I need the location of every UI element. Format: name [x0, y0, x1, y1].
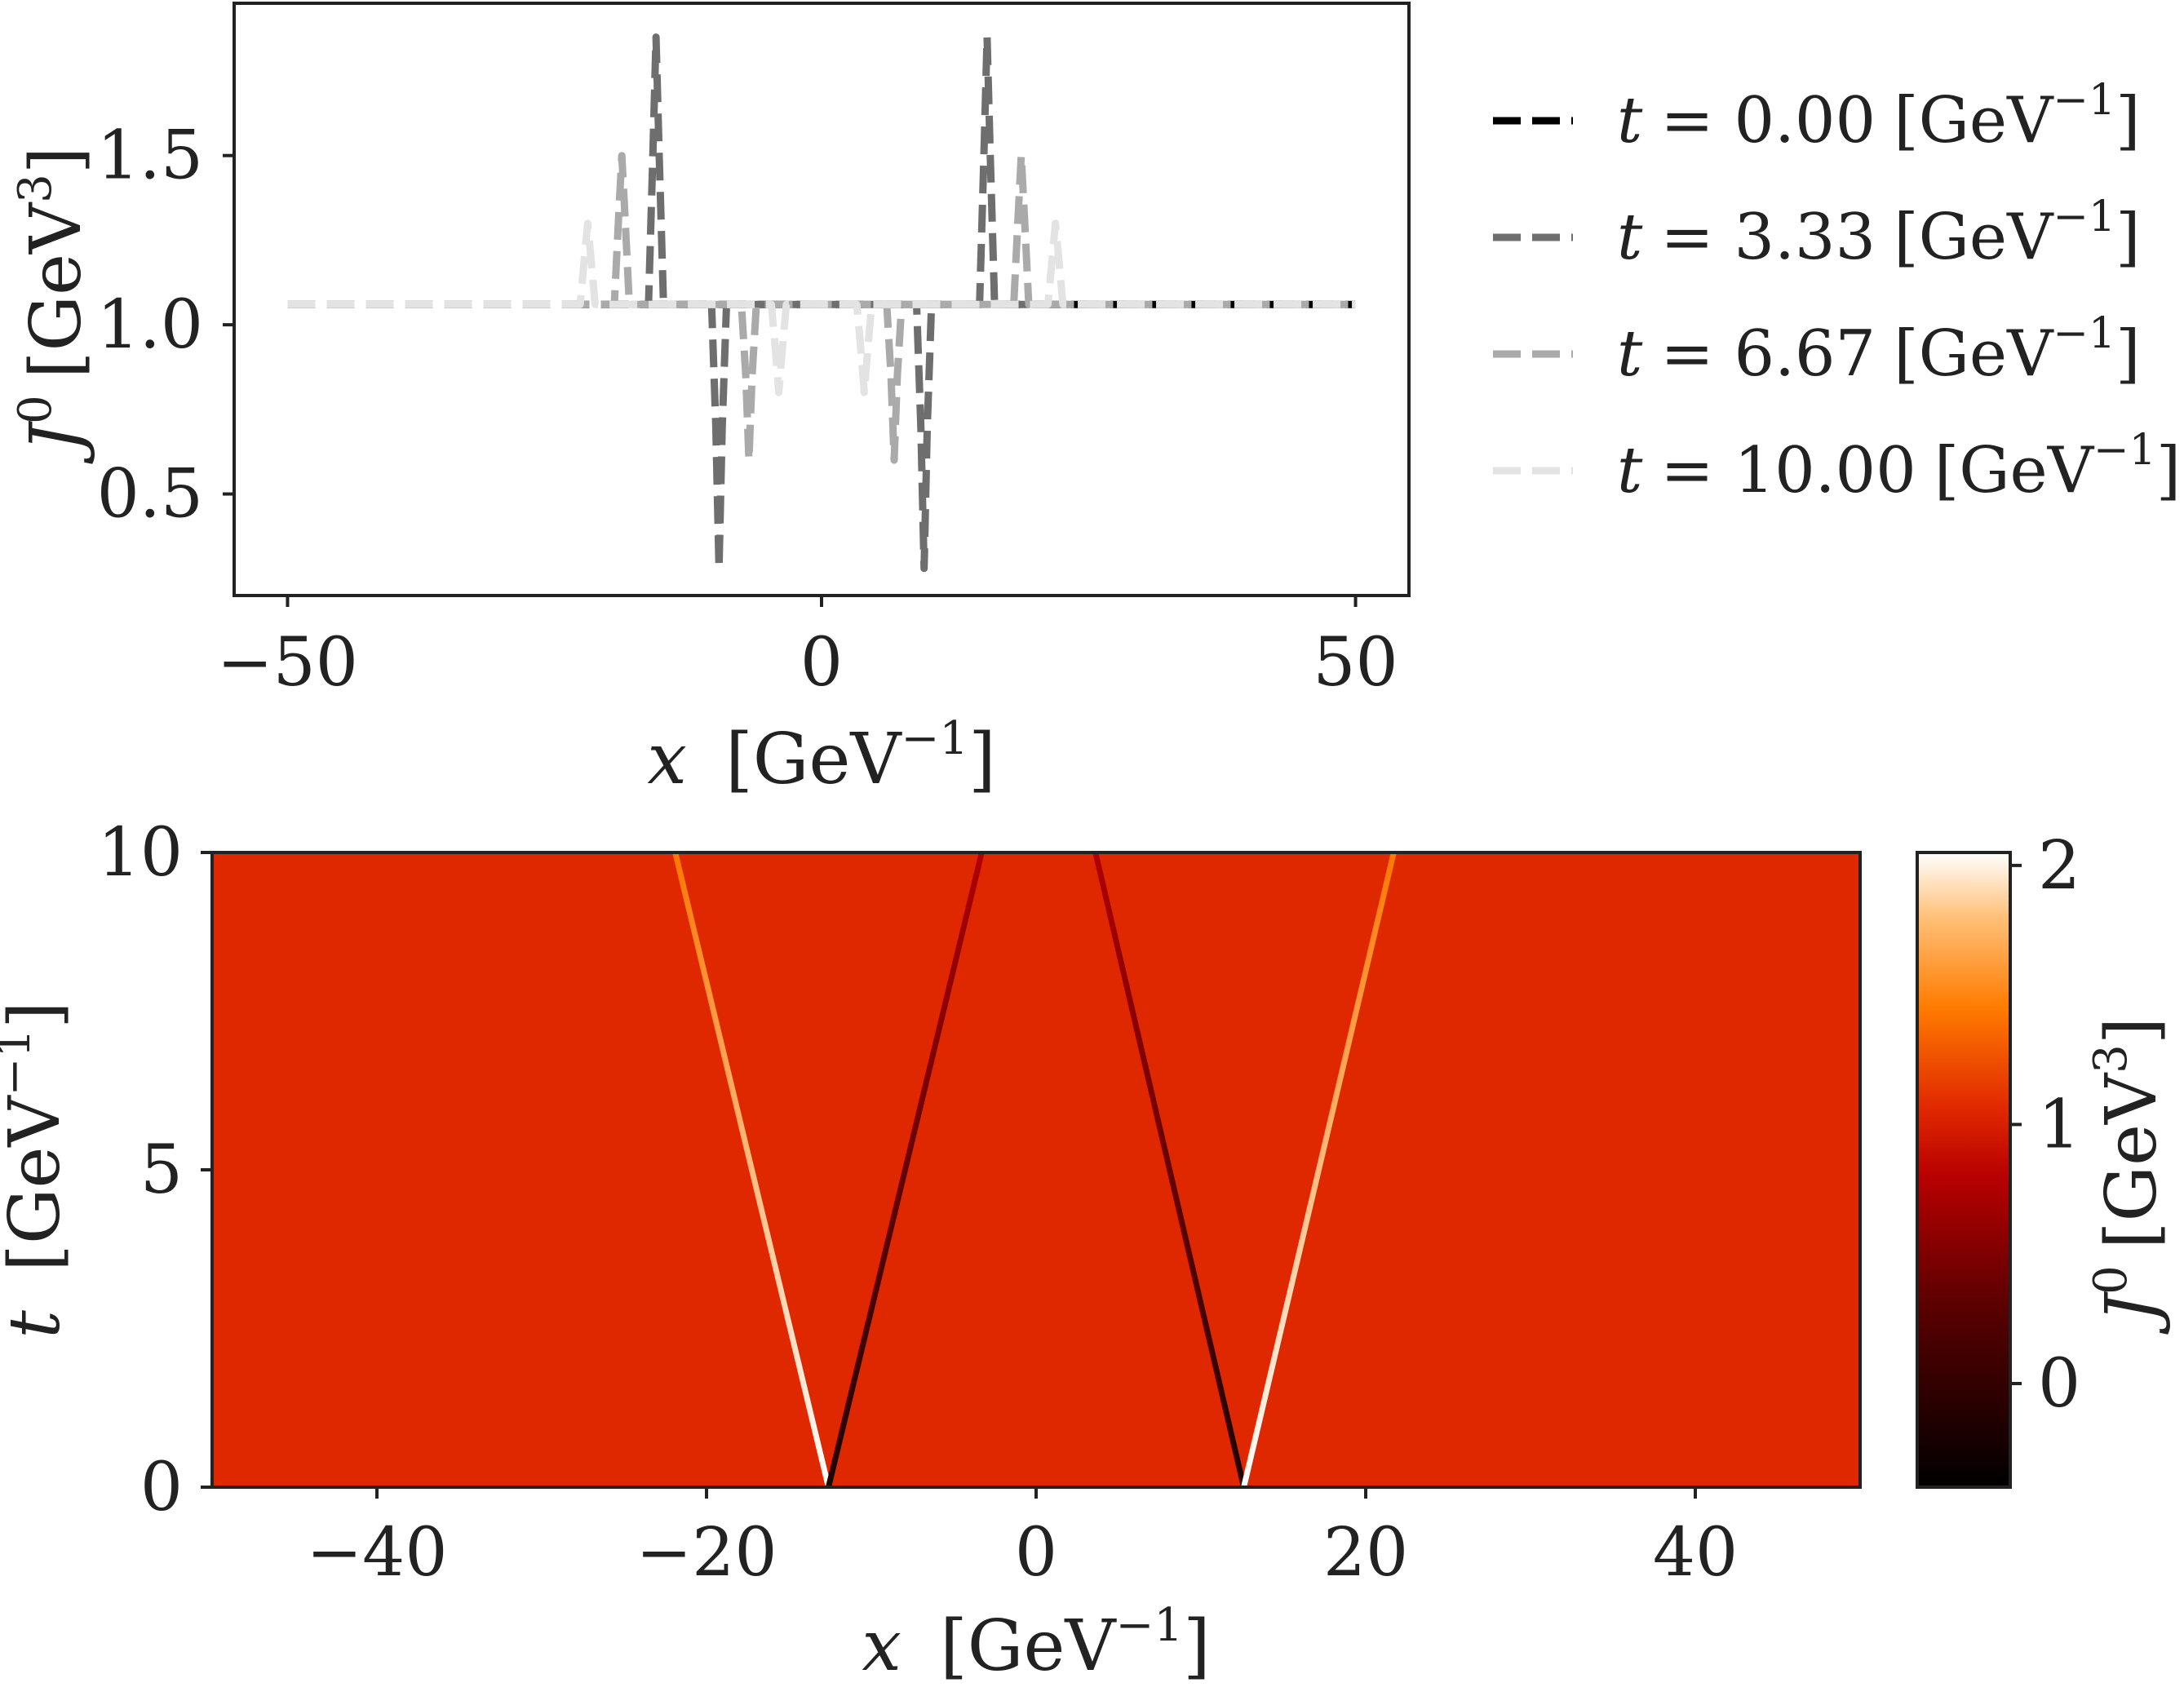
legend-entry-var: t: [1617, 84, 1643, 157]
line-chart-y-axis-label: J0 [GeV3]: [9, 147, 97, 465]
colorbar-label-unit: [GeV: [2091, 1072, 2173, 1249]
legend-entry-close: ]: [2115, 84, 2140, 157]
line-chart-y-tick-label: 0.5: [97, 456, 203, 534]
colorbar-gradient: [1916, 851, 2012, 1489]
heatmap-y-axis-label: t [GeV−1]: [0, 1001, 76, 1338]
colorbar-label-exp: 3: [2084, 1044, 2137, 1074]
colorbar: 0 1 2 J0 [GeV3]: [1916, 827, 2173, 1489]
legend-entry-exp: −1: [2093, 426, 2156, 475]
line-chart-x-tick-label: 0: [800, 624, 843, 702]
colorbar-tick-label: 1: [2038, 1086, 2080, 1163]
heatmap-y-ticks: 0 5 10: [98, 814, 212, 1526]
heatmap-y-axis-unit: [GeV: [0, 1095, 76, 1272]
heatmap-y-axis-close: ]: [0, 1001, 76, 1029]
legend: t = 0.00 [GeV−1]t = 3.33 [GeV−1]t = 6.67 [GeV−…: [1493, 76, 2181, 507]
line-chart-x-axis-unit: [GeV: [725, 719, 902, 800]
colorbar-label-var: J: [2091, 1291, 2173, 1335]
legend-entry-3: t = 10.00 [GeV−1]: [1617, 426, 2181, 507]
line-chart-x-tick-label: −50: [217, 624, 358, 702]
colorbar-ticks: 0 1 2: [2010, 827, 2080, 1423]
line-chart: −50 0 50 0.51.01.5 x [GeV−1] J0[GeV3] t = 0…: [9, 2, 2181, 800]
legend-entry-var: t: [1617, 434, 1643, 507]
legend-entry-var: t: [1617, 317, 1643, 391]
legend-entry-value: = 6.67: [1660, 317, 1876, 391]
legend-entry-close: ]: [2115, 317, 2140, 391]
legend-entry-2: t = 6.67 [GeV−1]: [1617, 309, 2141, 391]
legend-entry-close: ]: [2156, 434, 2181, 507]
line-chart-x-axis-close: ]: [968, 719, 996, 800]
heatmap-y-axis-var: t: [0, 1310, 76, 1339]
legend-entry-unit: [GeV: [1894, 317, 2054, 391]
legend-entry-value: = 3.33: [1660, 201, 1876, 274]
line-series-3: [287, 219, 1356, 396]
legend-entry-value: = 10.00: [1660, 434, 1916, 507]
heatmap-front-left-inner-dip: [825, 852, 985, 1487]
heatmap-x-axis-exp: −1: [1116, 1599, 1184, 1652]
heatmap-y-axis-exp: −1: [0, 1029, 41, 1096]
heatmap-x-axis-close: ]: [1183, 1605, 1211, 1687]
heatmap-x-axis-label: x [GeV−1]: [862, 1599, 1210, 1687]
heatmap-front-right-outer-peak: [1241, 852, 1397, 1487]
line-chart-y-axis-unit: [GeV: [16, 201, 97, 379]
legend-entry-exp: −1: [2053, 76, 2115, 125]
colorbar-tick-label: 0: [2038, 1345, 2080, 1423]
heatmap-y-tick-label: 10: [98, 814, 183, 892]
line-chart-series-group: [287, 33, 1356, 573]
line-chart-x-axis-var: x: [647, 719, 687, 800]
heatmap-x-axis-var: x: [862, 1605, 902, 1687]
heatmap-x-tick-label: −20: [636, 1514, 777, 1592]
heatmap-y-tick-label: 5: [140, 1131, 183, 1209]
legend-entry-value: = 0.00: [1660, 84, 1876, 157]
heatmap-x-axis-unit: [GeV: [940, 1605, 1117, 1687]
line-chart-y-axis-var: J: [16, 420, 97, 464]
heatmap-fronts-group: [672, 852, 1397, 1487]
line-chart-y-axis-close: ]: [16, 147, 97, 175]
heatmap-background: [212, 852, 1860, 1487]
heatmap-y-tick-label: 0: [140, 1449, 183, 1526]
legend-entry-unit: [GeV: [1894, 201, 2054, 274]
colorbar-label-sup: 0: [2084, 1265, 2137, 1295]
colorbar-tick-label: 2: [2038, 827, 2080, 905]
legend-entry-exp: −1: [2053, 309, 2115, 358]
legend-entry-exp: −1: [2053, 193, 2115, 241]
legend-entry-0: t = 0.00 [GeV−1]: [1617, 76, 2141, 157]
line-chart-y-ticks: 0.5 1.0 1.5: [97, 117, 234, 534]
line-chart-x-axis-exp: −1: [902, 712, 969, 765]
heatmap-x-tick-label: 0: [1015, 1514, 1057, 1592]
line-chart-x-tick-label: 50: [1313, 624, 1398, 702]
colorbar-label: J0 [GeV3]: [2084, 1017, 2173, 1335]
legend-entry-unit: [GeV: [1894, 84, 2054, 157]
legend-entry-close: ]: [2115, 201, 2140, 274]
colorbar-label-close: ]: [2091, 1017, 2173, 1045]
line-chart-x-ticks: −50 0 50: [217, 596, 1398, 702]
line-chart-plot-area: [234, 3, 1409, 596]
line-chart-y-tick-label: 1.5: [97, 117, 203, 195]
heatmap-x-tick-label: 40: [1653, 1514, 1738, 1592]
heatmap-x-tick-label: 20: [1323, 1514, 1408, 1592]
line-chart-y-tick-label: 1.0: [97, 286, 203, 364]
line-chart-x-axis-label: x [GeV−1]: [647, 712, 995, 800]
heatmap-x-ticks: −40 −20 0 20 40: [306, 1487, 1738, 1592]
legend-entry-var: t: [1617, 201, 1643, 274]
heatmap-front-right-inner-dip: [1092, 852, 1247, 1487]
legend-entry-unit: [GeV: [1934, 434, 2095, 507]
heatmap-front-left-outer-peak: [672, 852, 831, 1487]
line-chart-y-axis-sup: 0: [9, 395, 62, 424]
heatmap-x-tick-label: −40: [306, 1514, 447, 1592]
line-chart-y-axis-exp: 3: [9, 174, 62, 203]
legend-entry-1: t = 3.33 [GeV−1]: [1617, 193, 2141, 274]
